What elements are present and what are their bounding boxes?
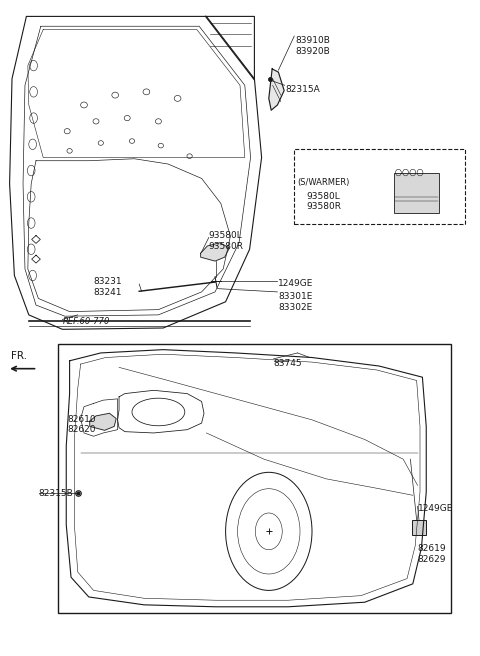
- Polygon shape: [90, 413, 116, 430]
- Bar: [294, 149, 465, 224]
- Bar: [394, 173, 439, 213]
- Text: 82619
82629: 82619 82629: [418, 544, 446, 564]
- Text: 1249GE: 1249GE: [278, 279, 314, 288]
- Text: REF.60-770: REF.60-770: [62, 317, 110, 326]
- Bar: [58, 344, 451, 613]
- Text: 93580L
93580R: 93580L 93580R: [209, 231, 244, 251]
- Text: (S/WARMER): (S/WARMER): [298, 178, 350, 188]
- Text: 83910B
83920B: 83910B 83920B: [295, 36, 330, 56]
- Text: 93580L
93580R: 93580L 93580R: [306, 192, 341, 211]
- Text: 82315A: 82315A: [286, 85, 320, 94]
- Text: 83231
83241: 83231 83241: [94, 277, 122, 297]
- Text: FR.: FR.: [11, 350, 26, 361]
- Text: 83301E
83302E: 83301E 83302E: [278, 292, 313, 312]
- Polygon shape: [269, 69, 284, 110]
- Text: 82610
82620: 82610 82620: [67, 415, 96, 434]
- Polygon shape: [201, 243, 229, 261]
- Text: 1249GE: 1249GE: [418, 504, 453, 513]
- Text: 83745: 83745: [274, 359, 302, 368]
- Text: 82315B: 82315B: [38, 489, 73, 498]
- Bar: [412, 520, 426, 535]
